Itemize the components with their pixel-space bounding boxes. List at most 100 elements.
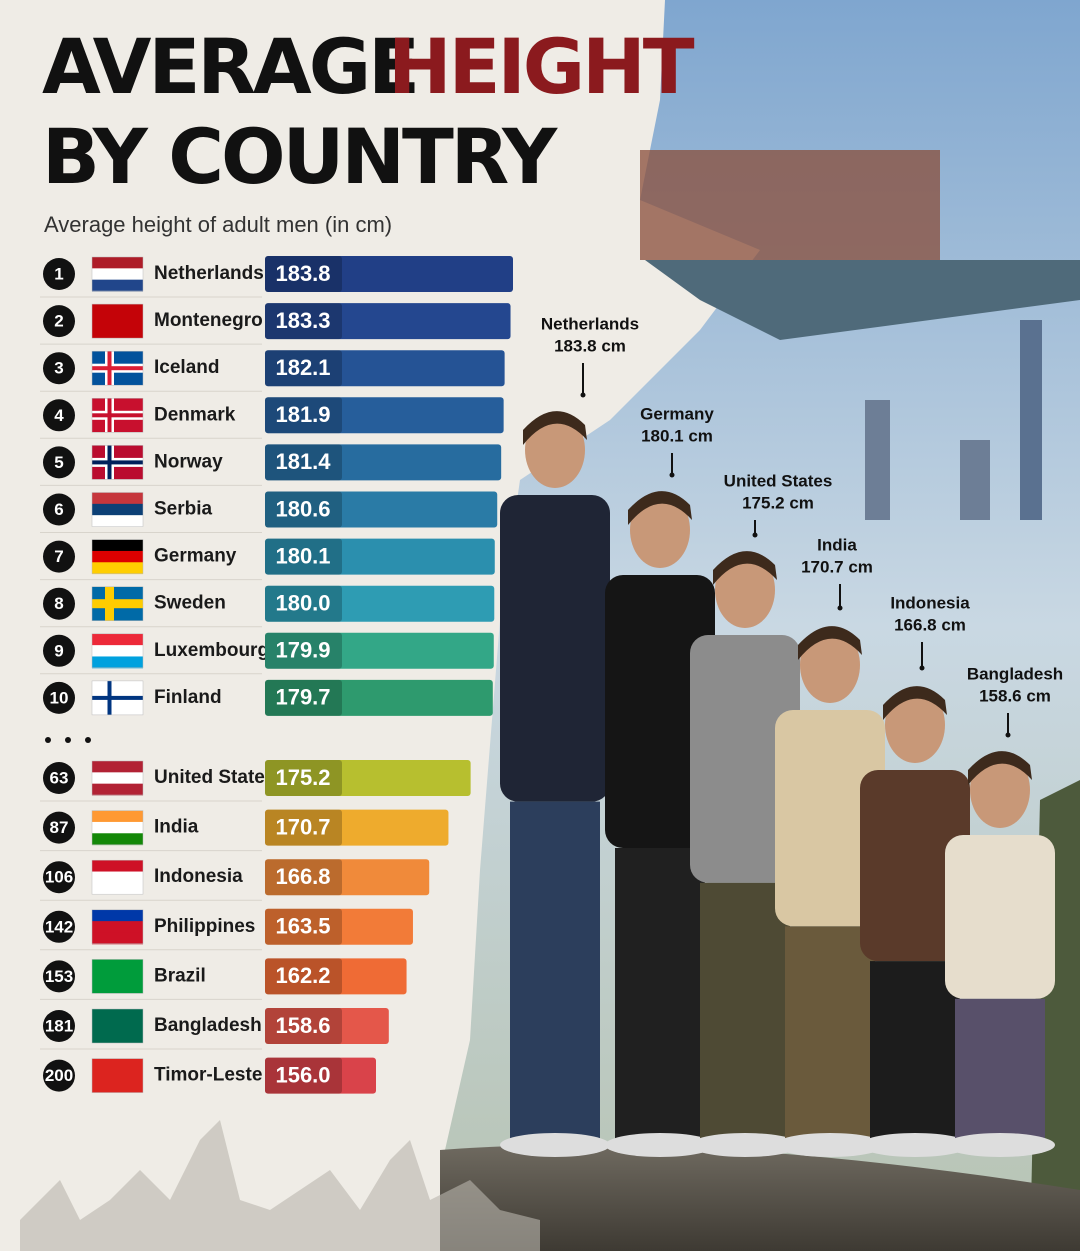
flag bbox=[91, 1008, 144, 1044]
legs bbox=[510, 801, 600, 1140]
flag-stripe bbox=[92, 882, 143, 895]
dot bbox=[45, 737, 51, 743]
rank-badge bbox=[43, 960, 75, 993]
value-label: 179.7 bbox=[275, 685, 330, 710]
value-box bbox=[265, 1057, 342, 1094]
flag-border bbox=[91, 492, 144, 527]
flag bbox=[91, 909, 144, 945]
flag-border bbox=[91, 350, 144, 386]
annotation-name: United States bbox=[724, 471, 833, 490]
rank: 7 bbox=[54, 547, 63, 566]
rank: 8 bbox=[54, 594, 63, 613]
hair bbox=[883, 686, 947, 720]
flag-stripe bbox=[92, 761, 143, 773]
subtitle: Average height of adult men (in cm) bbox=[44, 212, 392, 237]
bar bbox=[265, 538, 495, 575]
cliff bbox=[440, 1145, 1080, 1251]
flag bbox=[91, 810, 144, 846]
value-box bbox=[265, 444, 342, 481]
flag-stripe bbox=[92, 279, 143, 292]
legs bbox=[700, 882, 790, 1140]
head bbox=[800, 627, 860, 703]
rank-badge bbox=[43, 762, 75, 794]
rank: 5 bbox=[54, 453, 63, 472]
rank-badge bbox=[43, 446, 75, 479]
rank: 9 bbox=[54, 641, 63, 660]
country-name: Sweden bbox=[154, 593, 226, 614]
bar bbox=[265, 958, 407, 995]
rank-badge bbox=[43, 305, 75, 338]
flag-border bbox=[91, 633, 144, 669]
annotation-dot bbox=[752, 532, 758, 538]
flag-border bbox=[91, 256, 144, 292]
flag-border bbox=[91, 398, 144, 433]
hair bbox=[713, 551, 777, 585]
flag bbox=[91, 633, 144, 669]
flag-cross bbox=[92, 366, 143, 371]
rows: 1 Netherlands 183.8 2 Montenegro 183.3 3 Icelan… bbox=[40, 256, 513, 1094]
flag-border bbox=[91, 539, 144, 574]
bar bbox=[265, 632, 494, 669]
rank: 3 bbox=[54, 359, 63, 378]
country-name: Timor-Leste bbox=[154, 1065, 262, 1086]
rank-badge bbox=[43, 1010, 75, 1042]
value-box bbox=[265, 958, 342, 995]
flag-cross bbox=[92, 601, 143, 606]
head bbox=[715, 552, 775, 628]
country-name: Philippines bbox=[154, 916, 255, 937]
torso bbox=[605, 575, 715, 848]
person bbox=[605, 491, 715, 1157]
dot bbox=[65, 737, 71, 743]
country-name: Germany bbox=[154, 546, 237, 567]
annotation-dot bbox=[669, 472, 675, 478]
flag bbox=[91, 492, 144, 527]
title-part: BY COUNTRY bbox=[42, 112, 558, 201]
flag-border bbox=[91, 959, 144, 994]
torso bbox=[945, 835, 1055, 999]
rank-badge bbox=[43, 811, 75, 844]
flag bbox=[91, 445, 144, 480]
annotation-value: 175.2 cm bbox=[742, 493, 814, 512]
legs bbox=[870, 961, 960, 1140]
flag-stripe bbox=[92, 932, 143, 945]
rank: 4 bbox=[54, 406, 64, 425]
rank: 63 bbox=[50, 768, 69, 787]
country-name: Bangladesh bbox=[154, 1015, 262, 1036]
flag bbox=[91, 1058, 144, 1093]
rank-badge bbox=[43, 399, 75, 432]
flag-stripe bbox=[92, 909, 143, 922]
torso bbox=[690, 635, 800, 883]
rank-badge bbox=[43, 634, 75, 667]
person bbox=[690, 551, 800, 1157]
annotation-dot bbox=[837, 605, 843, 611]
value-label: 182.1 bbox=[275, 355, 330, 380]
bar bbox=[265, 859, 430, 896]
bar bbox=[265, 760, 471, 796]
bar bbox=[265, 1008, 389, 1044]
flag bbox=[91, 539, 144, 575]
country-name: Iceland bbox=[154, 357, 219, 378]
country-name: Denmark bbox=[154, 404, 236, 425]
value-box bbox=[265, 679, 342, 716]
value-label: 181.4 bbox=[275, 449, 331, 474]
bar bbox=[265, 679, 493, 716]
rank: 106 bbox=[45, 868, 73, 887]
flag-stripe bbox=[92, 810, 143, 823]
flag-field bbox=[92, 1058, 143, 1093]
flag-stripe bbox=[92, 268, 143, 281]
flag-border bbox=[91, 1058, 144, 1093]
annotation-value: 158.6 cm bbox=[979, 686, 1051, 705]
flag-field bbox=[92, 304, 143, 339]
flag-border bbox=[91, 586, 144, 621]
bar bbox=[265, 444, 502, 481]
rank: 200 bbox=[45, 1066, 73, 1085]
bar bbox=[265, 1057, 376, 1094]
flag-stripe bbox=[92, 921, 143, 933]
annotation-name: Netherlands bbox=[541, 314, 639, 333]
value-label: 179.9 bbox=[275, 638, 330, 663]
value-box bbox=[265, 632, 342, 669]
hair bbox=[628, 491, 692, 525]
rank: 87 bbox=[50, 818, 69, 837]
rank-badge bbox=[43, 493, 75, 526]
head bbox=[630, 492, 690, 568]
